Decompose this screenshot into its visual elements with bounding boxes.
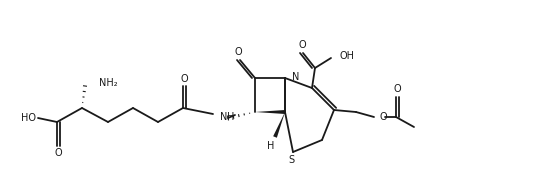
Text: HO: HO <box>20 113 36 123</box>
Text: NH₂: NH₂ <box>99 78 118 88</box>
Text: H: H <box>267 141 275 151</box>
Text: O: O <box>54 148 62 158</box>
Text: H: H <box>227 112 235 122</box>
Text: N: N <box>220 112 227 122</box>
Text: OH: OH <box>340 51 355 61</box>
Text: O: O <box>380 112 387 122</box>
Text: S: S <box>288 155 294 165</box>
Text: O: O <box>234 47 242 57</box>
Text: O: O <box>298 40 306 50</box>
Text: O: O <box>393 84 401 94</box>
Polygon shape <box>273 112 285 138</box>
Text: O: O <box>180 74 188 84</box>
Text: N: N <box>292 72 299 82</box>
Polygon shape <box>255 110 285 114</box>
